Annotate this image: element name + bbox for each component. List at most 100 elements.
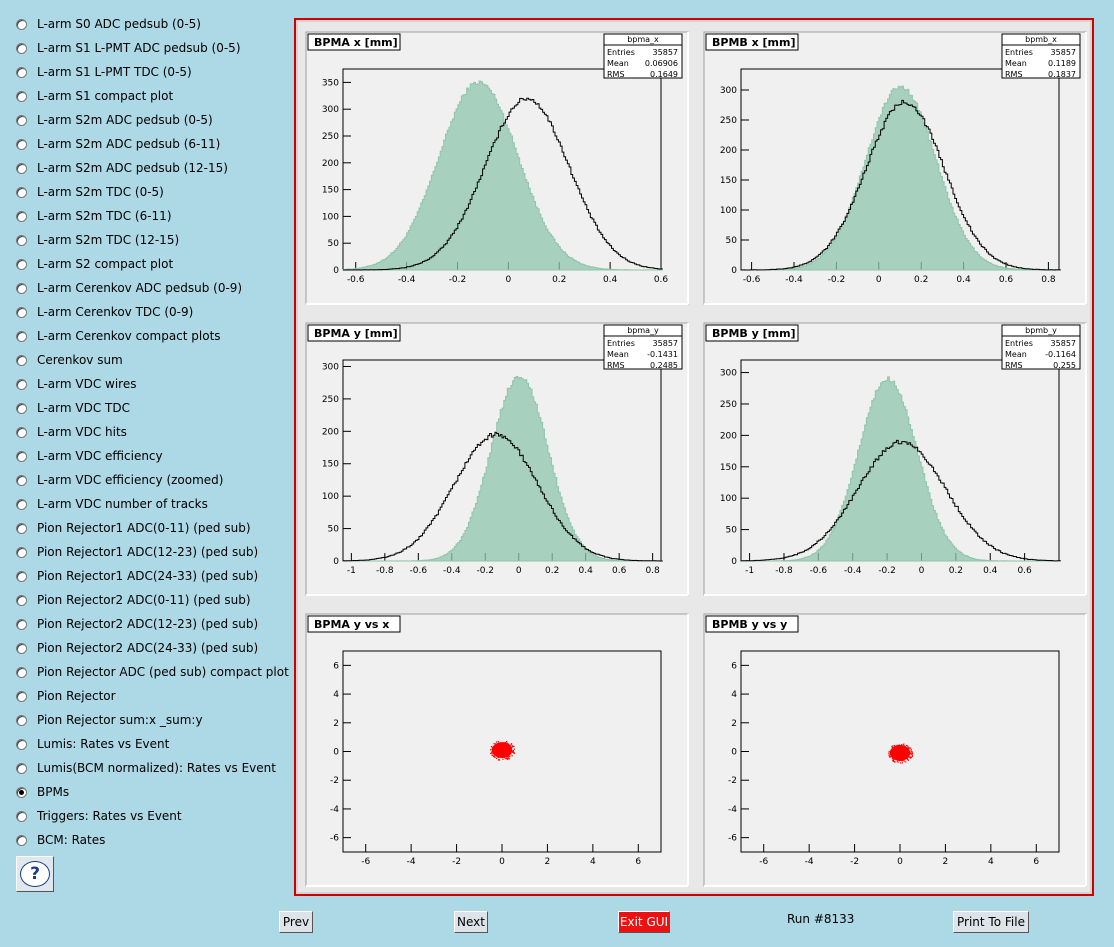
radio-unchecked-icon[interactable] bbox=[16, 402, 27, 414]
scatter-point bbox=[493, 755, 495, 757]
radio-unchecked-icon[interactable] bbox=[16, 690, 27, 702]
radio-unchecked-icon[interactable] bbox=[16, 66, 27, 78]
plot-option-item[interactable]: L-arm VDC hits bbox=[14, 420, 284, 444]
radio-unchecked-icon[interactable] bbox=[16, 90, 27, 102]
plot-title: BPMA y vs x bbox=[314, 618, 389, 631]
next-button[interactable]: Next bbox=[454, 911, 488, 933]
radio-unchecked-icon[interactable] bbox=[16, 834, 27, 846]
plot-option-item[interactable]: L-arm VDC wires bbox=[14, 372, 284, 396]
radio-unchecked-icon[interactable] bbox=[16, 570, 27, 582]
scatter-point bbox=[904, 754, 907, 756]
plot-option-item[interactable]: Pion Rejector1 ADC(0-11) (ped sub) bbox=[14, 516, 284, 540]
scatter-point bbox=[495, 754, 497, 756]
radio-unchecked-icon[interactable] bbox=[16, 642, 27, 654]
radio-unchecked-icon[interactable] bbox=[16, 450, 27, 462]
plot-option-item[interactable]: L-arm VDC efficiency bbox=[14, 444, 284, 468]
radio-unchecked-icon[interactable] bbox=[16, 522, 27, 534]
plot-option-item[interactable]: L-arm S2m TDC (6-11) bbox=[14, 204, 284, 228]
scatter-point bbox=[888, 754, 890, 756]
plot-option-item[interactable]: L-arm VDC efficiency (zoomed) bbox=[14, 468, 284, 492]
radio-unchecked-icon[interactable] bbox=[16, 378, 27, 390]
plot-option-item[interactable]: BPMs bbox=[14, 780, 284, 804]
plot-option-item[interactable]: L-arm S2 compact plot bbox=[14, 252, 284, 276]
plot-option-item[interactable]: BCM: Rates bbox=[14, 828, 284, 852]
radio-unchecked-icon[interactable] bbox=[16, 498, 27, 510]
radio-unchecked-icon[interactable] bbox=[16, 306, 27, 318]
exit-gui-button[interactable]: Exit GUI bbox=[618, 911, 670, 933]
plot-option-item[interactable]: L-arm S0 ADC pedsub (0-5) bbox=[14, 12, 284, 36]
plot-option-item[interactable]: L-arm S2m ADC pedsub (12-15) bbox=[14, 156, 284, 180]
plot-option-item[interactable]: Pion Rejector bbox=[14, 684, 284, 708]
y-tick-label: 250 bbox=[720, 116, 737, 126]
plot-option-item[interactable]: Lumis(BCM normalized): Rates vs Event bbox=[14, 756, 284, 780]
x-tick-label: -0.2 bbox=[828, 275, 846, 285]
plot-option-item[interactable]: L-arm S2m ADC pedsub (6-11) bbox=[14, 132, 284, 156]
y-tick-label: 200 bbox=[720, 431, 737, 441]
radio-unchecked-icon[interactable] bbox=[16, 762, 27, 774]
plot-option-item[interactable]: Pion Rejector sum:x _sum:y bbox=[14, 708, 284, 732]
plot-option-item[interactable]: Lumis: Rates vs Event bbox=[14, 732, 284, 756]
radio-unchecked-icon[interactable] bbox=[16, 594, 27, 606]
radio-unchecked-icon[interactable] bbox=[16, 354, 27, 366]
scatter-point bbox=[508, 755, 510, 758]
x-tick-label: -0.6 bbox=[410, 566, 428, 576]
scatter-point bbox=[894, 754, 896, 757]
plot-option-item[interactable]: Pion Rejector2 ADC(12-23) (ped sub) bbox=[14, 612, 284, 636]
stats-value: 35857 bbox=[1051, 339, 1076, 348]
print-to-file-button[interactable]: Print To File bbox=[953, 911, 1029, 933]
radio-unchecked-icon[interactable] bbox=[16, 546, 27, 558]
radio-unchecked-icon[interactable] bbox=[16, 474, 27, 486]
plot-option-item[interactable]: L-arm Cerenkov ADC pedsub (0-9) bbox=[14, 276, 284, 300]
radio-unchecked-icon[interactable] bbox=[16, 18, 27, 30]
plot-option-item[interactable]: L-arm Cerenkov TDC (0-9) bbox=[14, 300, 284, 324]
scatter-point bbox=[888, 755, 890, 757]
plot-option-item[interactable]: L-arm VDC TDC bbox=[14, 396, 284, 420]
plot-option-item[interactable]: L-arm S1 compact plot bbox=[14, 84, 284, 108]
radio-unchecked-icon[interactable] bbox=[16, 162, 27, 174]
plot-option-item[interactable]: Cerenkov sum bbox=[14, 348, 284, 372]
plot-option-item[interactable]: L-arm S2m TDC (0-5) bbox=[14, 180, 284, 204]
radio-unchecked-icon[interactable] bbox=[16, 426, 27, 438]
radio-unchecked-icon[interactable] bbox=[16, 258, 27, 270]
scatter-point bbox=[905, 747, 907, 749]
plot-option-item[interactable]: Pion Rejector ADC (ped sub) compact plot bbox=[14, 660, 289, 684]
radio-checked-icon[interactable] bbox=[16, 786, 27, 798]
plot-option-item[interactable]: Pion Rejector1 ADC(24-33) (ped sub) bbox=[14, 564, 284, 588]
plot-option-label: L-arm S2m TDC (12-15) bbox=[37, 233, 180, 247]
plot-option-item[interactable]: Pion Rejector2 ADC(24-33) (ped sub) bbox=[14, 636, 284, 660]
radio-unchecked-icon[interactable] bbox=[16, 210, 27, 222]
plot-option-item[interactable]: L-arm S2m ADC pedsub (0-5) bbox=[14, 108, 284, 132]
prev-button[interactable]: Prev bbox=[279, 911, 313, 933]
radio-unchecked-icon[interactable] bbox=[16, 186, 27, 198]
plot-option-item[interactable]: L-arm S2m TDC (12-15) bbox=[14, 228, 284, 252]
radio-unchecked-icon[interactable] bbox=[16, 282, 27, 294]
x-tick-label: -0.2 bbox=[449, 275, 467, 285]
radio-unchecked-icon[interactable] bbox=[16, 42, 27, 54]
scatter-point bbox=[892, 750, 894, 752]
stats-label: Mean bbox=[607, 59, 629, 68]
plot-option-item[interactable]: L-arm S1 L-PMT TDC (0-5) bbox=[14, 60, 284, 84]
plot-option-item[interactable]: Pion Rejector1 ADC(12-23) (ped sub) bbox=[14, 540, 284, 564]
plot-option-label: Pion Rejector2 ADC(12-23) (ped sub) bbox=[37, 617, 259, 631]
radio-unchecked-icon[interactable] bbox=[16, 618, 27, 630]
radio-unchecked-icon[interactable] bbox=[16, 666, 27, 678]
help-button[interactable]: ? bbox=[16, 856, 54, 892]
radio-unchecked-icon[interactable] bbox=[16, 738, 27, 750]
radio-unchecked-icon[interactable] bbox=[16, 330, 27, 342]
radio-unchecked-icon[interactable] bbox=[16, 138, 27, 150]
histogram-filled-series bbox=[741, 376, 1061, 562]
plot-option-item[interactable]: L-arm S1 L-PMT ADC pedsub (0-5) bbox=[14, 36, 284, 60]
radio-unchecked-icon[interactable] bbox=[16, 234, 27, 246]
plot-option-item[interactable]: L-arm VDC number of tracks bbox=[14, 492, 284, 516]
scatter-point bbox=[894, 760, 896, 763]
y-tick-label: 300 bbox=[720, 369, 737, 379]
scatter-point bbox=[898, 744, 900, 746]
scatter-point bbox=[909, 752, 911, 754]
plot-option-item[interactable]: Triggers: Rates vs Event bbox=[14, 804, 284, 828]
plot-option-item[interactable]: L-arm Cerenkov compact plots bbox=[14, 324, 284, 348]
radio-unchecked-icon[interactable] bbox=[16, 714, 27, 726]
plot-option-item[interactable]: Pion Rejector2 ADC(0-11) (ped sub) bbox=[14, 588, 284, 612]
scatter-point bbox=[893, 750, 896, 752]
radio-unchecked-icon[interactable] bbox=[16, 114, 27, 126]
radio-unchecked-icon[interactable] bbox=[16, 810, 27, 822]
